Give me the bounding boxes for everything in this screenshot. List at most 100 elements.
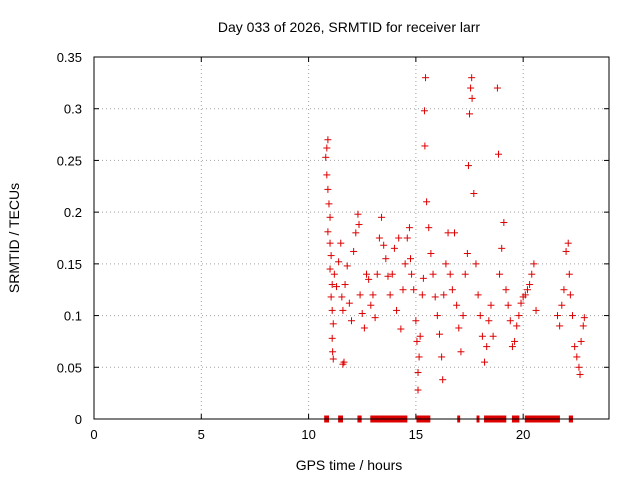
data-point	[415, 353, 423, 361]
data-point	[324, 185, 332, 193]
data-point	[363, 270, 371, 278]
data-point	[397, 325, 405, 333]
data-point	[461, 270, 469, 278]
data-point	[580, 314, 588, 322]
data-point	[413, 337, 421, 345]
data-point	[369, 291, 377, 299]
data-point	[530, 260, 538, 268]
data-point	[329, 348, 337, 356]
data-point	[367, 301, 375, 309]
data-point	[554, 312, 561, 320]
data-point	[416, 332, 424, 340]
data-point	[448, 286, 456, 294]
data-point	[380, 241, 388, 249]
data-point	[405, 224, 413, 232]
data-point	[339, 360, 347, 368]
data-point	[384, 272, 392, 280]
data-point	[375, 234, 383, 242]
y-tick-label: 0.2	[64, 205, 82, 220]
x-tick-label: 10	[301, 427, 315, 442]
grid-lines	[94, 57, 609, 419]
data-point	[444, 229, 452, 237]
data-point	[386, 291, 394, 299]
data-point	[562, 247, 570, 255]
data-point	[328, 306, 336, 314]
data-point	[466, 110, 474, 118]
data-point	[355, 221, 363, 229]
y-tick-label: 0	[75, 412, 82, 427]
data-point	[431, 293, 439, 301]
data-point	[403, 234, 411, 242]
data-point	[332, 283, 340, 291]
data-point	[322, 153, 330, 161]
data-point	[468, 74, 476, 82]
data-point	[517, 299, 525, 307]
data-point	[378, 213, 386, 221]
data-point	[327, 252, 335, 260]
data-point	[464, 162, 472, 170]
data-point	[571, 343, 579, 351]
data-point	[339, 306, 347, 314]
data-point	[399, 286, 407, 294]
data-point	[504, 301, 512, 309]
data-point	[467, 84, 475, 92]
data-point	[328, 281, 336, 289]
data-point	[498, 244, 506, 252]
data-point	[442, 260, 450, 268]
data-point	[493, 84, 501, 92]
data-point	[422, 74, 430, 82]
y-tick-label: 0.05	[57, 360, 82, 375]
data-point	[373, 270, 381, 278]
data-point	[329, 320, 337, 328]
data-point	[528, 270, 536, 278]
data-point	[395, 234, 403, 242]
data-point	[326, 213, 334, 221]
data-point	[457, 348, 465, 356]
data-point	[446, 270, 454, 278]
data-point	[410, 286, 418, 294]
data-point	[483, 343, 491, 351]
data-point	[433, 312, 441, 320]
data-point	[325, 200, 333, 208]
data-point	[455, 324, 463, 332]
data-point	[472, 260, 480, 268]
x-tick-label: 15	[409, 427, 423, 442]
data-point	[419, 274, 427, 282]
data-point	[393, 306, 401, 314]
data-point	[485, 317, 493, 325]
data-point	[326, 239, 334, 247]
data-point	[451, 229, 458, 237]
data-point	[354, 210, 362, 218]
data-point	[348, 317, 355, 325]
data-point	[532, 306, 540, 314]
data-point	[453, 301, 461, 309]
y-tick-label: 0.25	[57, 153, 82, 168]
data-point	[356, 291, 364, 299]
data-point	[338, 293, 346, 301]
data-point	[408, 270, 416, 278]
data-point	[440, 291, 448, 299]
data-point	[558, 301, 566, 309]
data-point	[576, 371, 584, 379]
data-point	[523, 286, 531, 294]
data-point	[573, 353, 581, 361]
data-point	[506, 317, 514, 325]
data-point	[414, 368, 422, 376]
data-point	[341, 281, 349, 289]
data-point	[476, 312, 484, 320]
data-point	[360, 324, 368, 332]
y-tick-label: 0.15	[57, 257, 82, 272]
y-axis-label: SRMTID / TECUs	[6, 183, 22, 293]
data-point	[500, 218, 508, 226]
data-point	[489, 332, 497, 340]
data-point	[412, 317, 420, 325]
y-tick-label: 0.35	[57, 50, 82, 65]
data-point	[474, 291, 482, 299]
x-axis-label: GPS time / hours	[296, 457, 403, 473]
data-point	[502, 286, 510, 294]
data-point	[494, 150, 502, 158]
data-point	[575, 363, 583, 371]
data-point	[577, 337, 585, 345]
data-point	[513, 322, 521, 330]
data-point	[352, 229, 360, 237]
